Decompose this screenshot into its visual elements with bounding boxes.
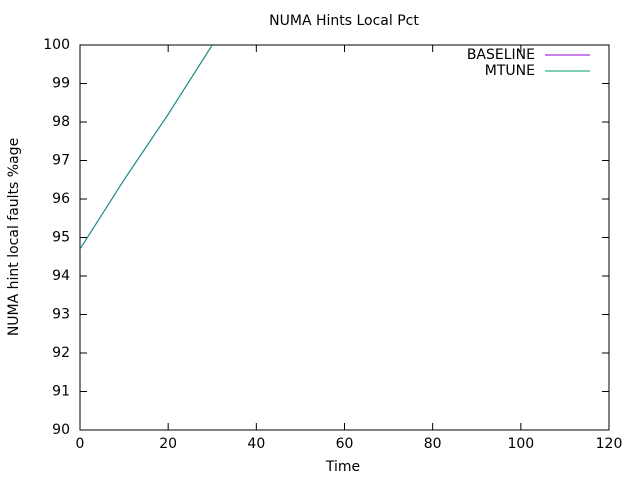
x-tick-label: 20 (159, 436, 177, 452)
x-tick-label: 60 (336, 436, 354, 452)
y-axis-label: NUMA hint local faults %age (6, 138, 22, 336)
legend-label: MTUNE (485, 63, 535, 79)
y-tick-label: 99 (52, 76, 70, 92)
x-tick-label: 120 (596, 436, 623, 452)
y-tick-label: 95 (52, 230, 70, 246)
y-tick-label: 91 (52, 384, 70, 400)
x-tick-label: 80 (424, 436, 442, 452)
x-tick-label: 100 (507, 436, 534, 452)
x-tick-label: 40 (247, 436, 265, 452)
y-tick-label: 100 (43, 37, 70, 53)
y-tick-label: 97 (52, 153, 70, 169)
y-tick-label: 98 (52, 114, 70, 130)
y-tick-label: 92 (52, 345, 70, 361)
x-axis-label: Time (325, 459, 360, 475)
plot-frame (79, 44, 610, 431)
series-line (80, 45, 213, 250)
legend-label: BASELINE (467, 47, 535, 63)
y-tick-label: 93 (52, 307, 70, 323)
y-tick-label: 96 (52, 191, 70, 207)
plot-area (80, 45, 213, 250)
y-tick-label: 90 (52, 422, 70, 438)
chart-title: NUMA Hints Local Pct (269, 13, 419, 29)
x-tick-label: 0 (76, 436, 85, 452)
y-tick-label: 94 (52, 268, 70, 284)
